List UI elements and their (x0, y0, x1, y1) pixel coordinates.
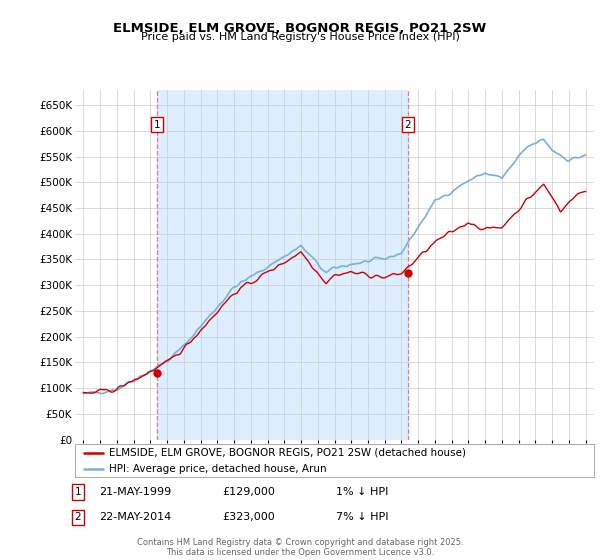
Bar (157, 90, 408, 440)
Text: ELMSIDE, ELM GROVE, BOGNOR REGIS, PO21 2SW (detached house): ELMSIDE, ELM GROVE, BOGNOR REGIS, PO21 2… (109, 448, 466, 458)
Text: 21-MAY-1999: 21-MAY-1999 (99, 487, 171, 497)
Text: 2: 2 (74, 512, 82, 522)
Text: 1: 1 (154, 120, 160, 129)
Text: 2: 2 (404, 120, 411, 129)
Text: ELMSIDE, ELM GROVE, BOGNOR REGIS, PO21 2SW: ELMSIDE, ELM GROVE, BOGNOR REGIS, PO21 2… (113, 22, 487, 35)
Text: HPI: Average price, detached house, Arun: HPI: Average price, detached house, Arun (109, 464, 326, 474)
Text: 7% ↓ HPI: 7% ↓ HPI (336, 512, 389, 522)
Text: 1% ↓ HPI: 1% ↓ HPI (336, 487, 388, 497)
Text: 22-MAY-2014: 22-MAY-2014 (99, 512, 171, 522)
Text: Contains HM Land Registry data © Crown copyright and database right 2025.
This d: Contains HM Land Registry data © Crown c… (137, 538, 463, 557)
Text: £129,000: £129,000 (222, 487, 275, 497)
Text: Price paid vs. HM Land Registry's House Price Index (HPI): Price paid vs. HM Land Registry's House … (140, 32, 460, 42)
Text: 1: 1 (74, 487, 82, 497)
Text: £323,000: £323,000 (222, 512, 275, 522)
